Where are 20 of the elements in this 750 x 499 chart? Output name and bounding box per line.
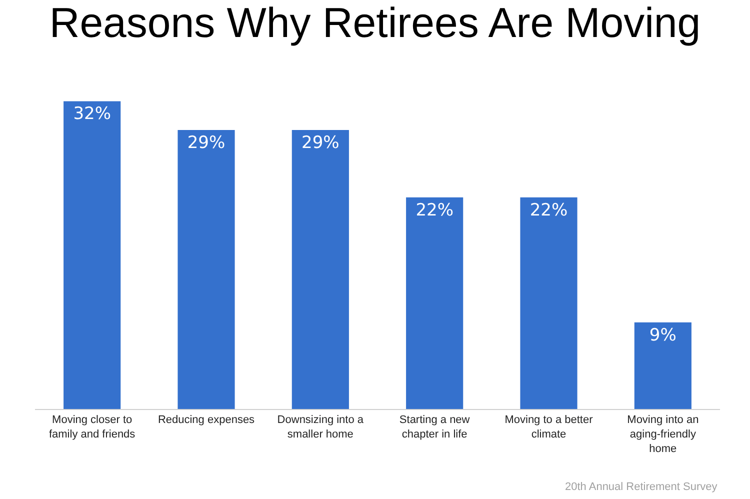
x-tick-label: Starting a new chapter in life xyxy=(399,414,470,440)
data-label: 29% xyxy=(302,133,340,154)
data-label: 32% xyxy=(73,104,111,124)
x-tick-label: Moving into an aging-friendly home xyxy=(627,414,699,455)
bar xyxy=(634,322,692,409)
data-label: 22% xyxy=(416,200,454,220)
data-label: 9% xyxy=(649,325,676,346)
bar xyxy=(178,130,235,409)
bar xyxy=(520,197,578,409)
x-tick-label: Downsizing into a smaller home xyxy=(277,414,364,440)
x-tick-label: Reducing expenses xyxy=(158,414,256,426)
bar xyxy=(292,130,349,409)
chart-title: Reasons Why Retirees Are Moving xyxy=(49,0,701,46)
x-tick-label: Moving to a better climate xyxy=(504,414,594,440)
data-label: 29% xyxy=(187,133,226,154)
bar xyxy=(64,101,121,409)
data-label: 22% xyxy=(530,200,568,220)
bar xyxy=(406,197,464,409)
text: 20th Annual Retirement Survey xyxy=(565,481,718,493)
x-tick-label: Moving closer to family and friends xyxy=(48,414,136,440)
